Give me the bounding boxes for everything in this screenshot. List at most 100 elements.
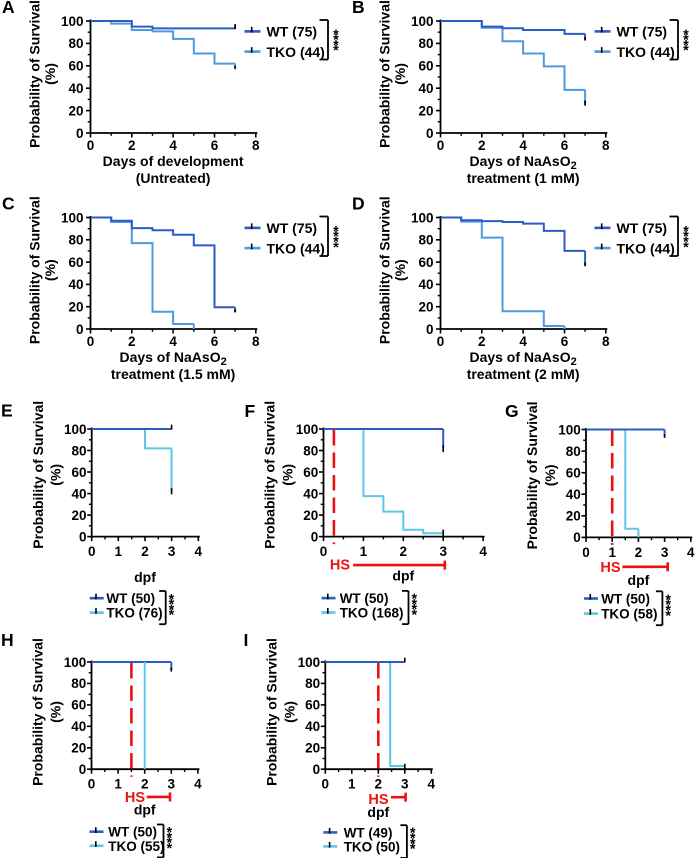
svg-text:0: 0	[76, 322, 84, 337]
svg-text:2: 2	[141, 544, 149, 559]
svg-text:Probability of Survival: Probability of Survival	[264, 638, 280, 786]
svg-text:(%): (%)	[281, 701, 297, 723]
svg-text:20: 20	[566, 509, 581, 524]
svg-text:8: 8	[252, 138, 260, 153]
svg-text:0: 0	[79, 529, 87, 544]
svg-text:*: *	[683, 240, 689, 256]
svg-text:TKO (44): TKO (44)	[267, 240, 325, 256]
svg-text:TKO (44): TKO (44)	[617, 240, 675, 256]
svg-text:Probability of Survival: Probability of Survival	[27, 196, 43, 344]
svg-text:6: 6	[211, 138, 219, 153]
svg-text:80: 80	[68, 233, 83, 248]
svg-text:*: *	[683, 38, 689, 54]
svg-text:3: 3	[661, 545, 669, 560]
svg-text:0: 0	[87, 138, 95, 153]
svg-text:*: *	[166, 830, 172, 846]
svg-text:3: 3	[168, 544, 176, 559]
svg-text:100: 100	[64, 422, 87, 437]
svg-text:80: 80	[305, 676, 320, 691]
svg-text:Probability of Survival: Probability of Survival	[262, 401, 278, 549]
svg-text:*: *	[410, 842, 416, 858]
svg-text:20: 20	[68, 300, 83, 315]
svg-text:80: 80	[71, 443, 86, 458]
svg-text:Days of development: Days of development	[103, 153, 244, 169]
svg-text:60: 60	[68, 59, 83, 74]
svg-text:dpf: dpf	[628, 572, 650, 588]
svg-text:1: 1	[114, 777, 122, 792]
svg-text:Days of NaAsO2: Days of NaAsO2	[119, 349, 226, 368]
svg-text:HS: HS	[368, 792, 388, 808]
svg-text:*: *	[166, 825, 172, 841]
svg-text:40: 40	[418, 277, 433, 292]
svg-text:4: 4	[428, 777, 436, 792]
svg-text:20: 20	[68, 103, 83, 118]
svg-text:*: *	[166, 841, 172, 857]
svg-text:WT (75): WT (75)	[267, 220, 318, 236]
svg-text:40: 40	[71, 486, 86, 501]
svg-text:0: 0	[311, 529, 319, 544]
svg-text:*: *	[169, 592, 175, 608]
svg-text:WT (75): WT (75)	[267, 24, 318, 40]
svg-text:E: E	[1, 401, 13, 421]
svg-text:1: 1	[348, 777, 356, 792]
svg-text:*: *	[665, 592, 671, 608]
svg-text:*: *	[333, 27, 339, 43]
svg-text:40: 40	[566, 487, 581, 502]
svg-text:*: *	[333, 33, 339, 49]
svg-text:HS: HS	[125, 790, 145, 806]
svg-text:0: 0	[79, 762, 87, 777]
svg-text:*: *	[410, 831, 416, 847]
svg-text:*: *	[411, 597, 417, 613]
svg-text:dpf: dpf	[392, 567, 414, 583]
svg-text:treatment (1 mM): treatment (1 mM)	[467, 170, 580, 186]
svg-text:100: 100	[64, 655, 87, 670]
svg-text:2: 2	[141, 777, 149, 792]
svg-text:0: 0	[87, 334, 95, 349]
svg-text:2: 2	[635, 545, 643, 560]
svg-text:4: 4	[169, 138, 177, 153]
svg-text:*: *	[410, 826, 416, 842]
svg-text:20: 20	[305, 741, 320, 756]
svg-text:*: *	[333, 240, 339, 256]
svg-text:*: *	[411, 602, 417, 618]
svg-text:*: *	[333, 43, 339, 59]
svg-text:4: 4	[479, 544, 487, 559]
svg-text:2: 2	[128, 334, 136, 349]
svg-text:8: 8	[252, 334, 260, 349]
svg-text:40: 40	[305, 719, 320, 734]
svg-text:1: 1	[115, 544, 123, 559]
svg-text:WT (75): WT (75)	[617, 220, 668, 236]
svg-text:4: 4	[519, 138, 527, 153]
svg-text:40: 40	[68, 277, 83, 292]
svg-text:0: 0	[426, 126, 434, 141]
svg-text:*: *	[411, 608, 417, 624]
svg-text:B: B	[352, 0, 365, 17]
svg-text:4: 4	[687, 545, 695, 560]
svg-text:80: 80	[418, 36, 433, 51]
svg-text:100: 100	[558, 422, 581, 437]
svg-text:TKO (50): TKO (50)	[344, 839, 400, 854]
svg-text:100: 100	[411, 210, 434, 225]
svg-text:(%): (%)	[42, 63, 58, 85]
svg-text:dpf: dpf	[134, 569, 156, 585]
svg-text:TKO (76): TKO (76)	[106, 606, 162, 621]
svg-text:4: 4	[194, 777, 202, 792]
svg-text:4: 4	[169, 334, 177, 349]
svg-text:*: *	[665, 603, 671, 619]
svg-text:0: 0	[320, 544, 328, 559]
svg-text:20: 20	[418, 103, 433, 118]
svg-text:Probability of Survival: Probability of Survival	[524, 401, 540, 549]
svg-text:100: 100	[296, 422, 319, 437]
svg-text:8: 8	[602, 138, 610, 153]
svg-text:(%): (%)	[542, 465, 558, 487]
svg-text:80: 80	[303, 443, 318, 458]
svg-text:0: 0	[88, 544, 96, 559]
svg-text:WT (50): WT (50)	[108, 825, 157, 840]
svg-text:60: 60	[418, 255, 433, 270]
svg-text:0: 0	[322, 777, 330, 792]
svg-text:100: 100	[298, 655, 321, 670]
svg-text:Probability of Survival: Probability of Survival	[30, 638, 46, 786]
svg-text:*: *	[683, 224, 689, 240]
svg-text:80: 80	[566, 444, 581, 459]
svg-text:H: H	[1, 630, 14, 650]
